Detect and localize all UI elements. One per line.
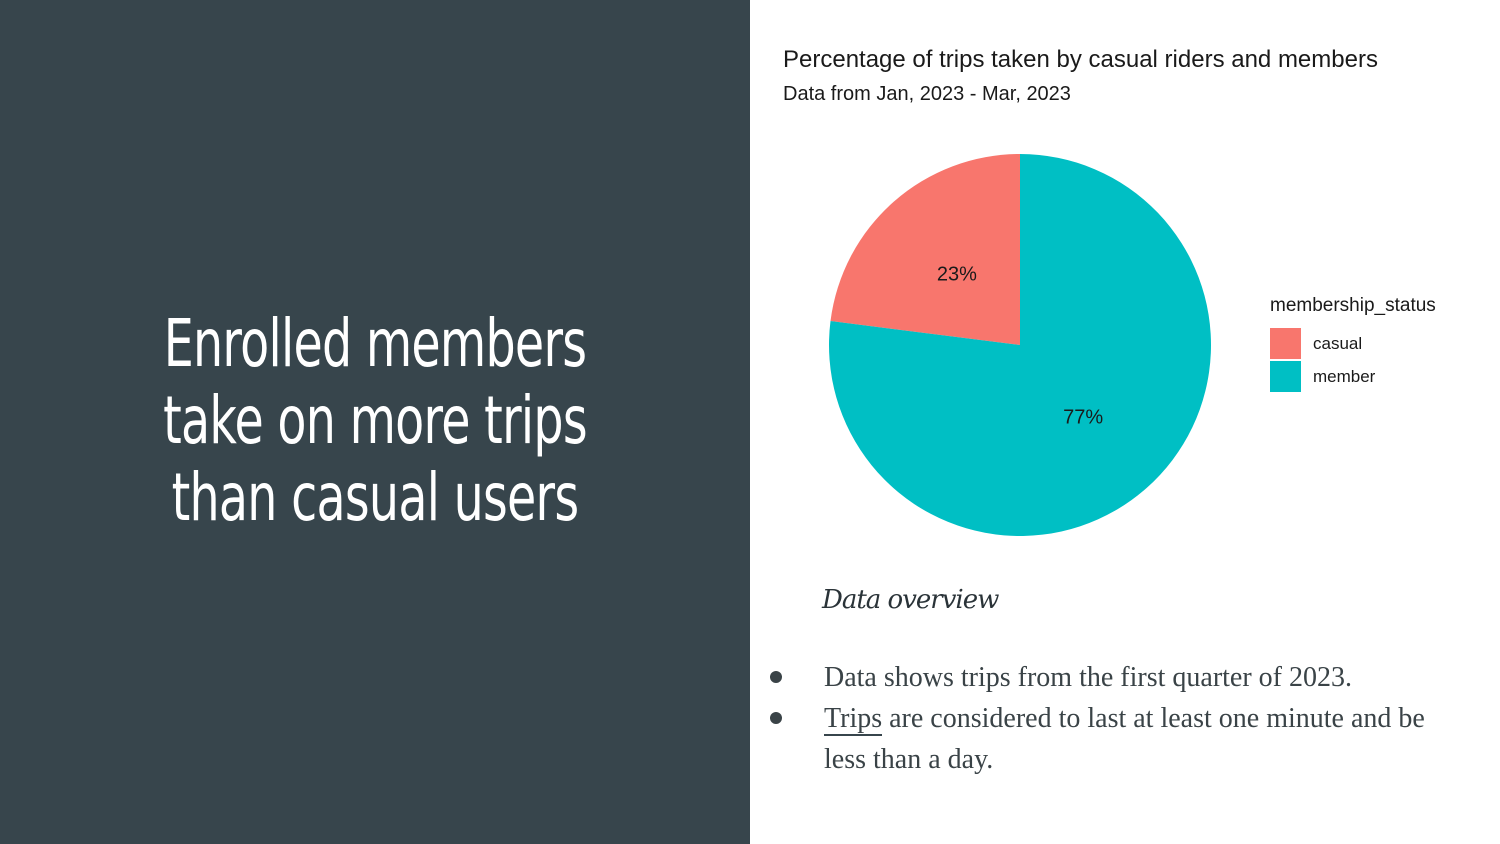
pie-label-member: 77%	[1063, 407, 1103, 429]
bullet-first-word: Data	[824, 662, 877, 693]
bullet-first-word-underlined: Trips	[824, 703, 883, 736]
chart-title: Percentage of trips taken by casual ride…	[783, 46, 1378, 73]
slide-headline: Enrolled members take on more trips than…	[163, 305, 587, 536]
legend-swatch-member	[1270, 361, 1301, 392]
legend-label-member: member	[1313, 366, 1376, 386]
bullet-text: shows trips from the first quarter of 20…	[876, 662, 1352, 693]
bullet-item: Trips are considered to last at least on…	[770, 698, 1470, 780]
bullet-item: Data shows trips from the first quarter …	[770, 657, 1470, 698]
legend-label-casual: casual	[1313, 333, 1363, 353]
bullet-dot	[770, 671, 782, 683]
legend-item-member: member	[1270, 360, 1436, 393]
bullet-text: are considered to last at least one minu…	[824, 703, 1425, 775]
pie-slice-casual	[830, 154, 1020, 345]
pie-slice-member	[829, 154, 1211, 536]
chart-subtitle: Data from Jan, 2023 - Mar, 2023	[783, 83, 1071, 105]
pie-label-casual: 23%	[937, 263, 977, 285]
legend-item-casual: casual	[1270, 327, 1436, 360]
data-overview-heading: Data overview	[822, 585, 999, 615]
overview-bullets: Data shows trips from the first quarter …	[770, 657, 1470, 780]
legend-title: membership_status	[1270, 295, 1436, 316]
bullet-dot	[770, 712, 782, 724]
left-panel: Enrolled members take on more trips than…	[0, 0, 750, 844]
chart-legend: membership_status casual member	[1270, 295, 1436, 393]
pie-chart: 23% 77%	[829, 154, 1211, 536]
legend-swatch-casual	[1270, 328, 1301, 359]
right-panel: Percentage of trips taken by casual ride…	[750, 0, 1500, 844]
